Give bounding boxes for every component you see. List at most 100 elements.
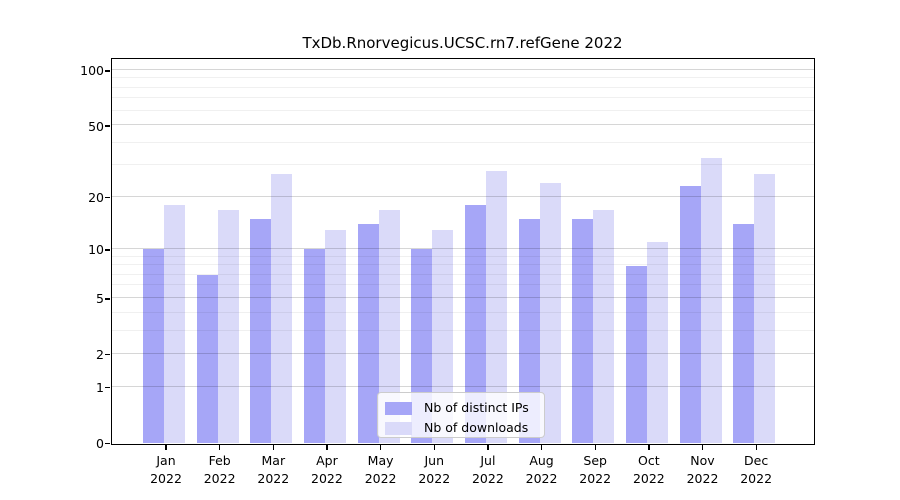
legend-swatch-distinct-ips	[385, 401, 412, 415]
bar-distinct-ips-may	[357, 224, 379, 443]
ytick-mark-0	[104, 442, 110, 445]
gridline-minor-90	[111, 77, 814, 79]
xtick-mark-sep	[594, 445, 596, 450]
bar-distinct-ips-apr	[303, 249, 325, 443]
xtick-label-dec: Dec 2022	[713, 452, 799, 487]
gridline-minor-3	[111, 329, 814, 331]
ytick-label-50: 50	[88, 118, 104, 134]
ytick-label-100: 100	[80, 63, 104, 79]
xtick-year: 2022	[418, 470, 451, 486]
xtick-month: Apr	[316, 453, 338, 468]
gridline-minor-7	[111, 273, 814, 275]
xtick-mark-aug	[540, 445, 543, 450]
xtick-mark-may	[380, 445, 382, 450]
xtick-label-sep: Sep 2022	[552, 452, 638, 487]
ytick-mark-20	[104, 197, 110, 199]
gridline-major-50	[111, 124, 814, 126]
xtick-mark-nov	[701, 445, 704, 450]
ytick-label-2: 2	[96, 347, 104, 363]
xtick-mark-jan	[165, 445, 167, 450]
gridline-major-100	[111, 68, 814, 70]
bar-downloads-jan	[164, 205, 185, 443]
bar-downloads-dec	[754, 173, 776, 443]
xtick-month: Sep	[583, 453, 607, 468]
xtick-year: 2022	[257, 470, 290, 486]
bar-distinct-ips-feb	[196, 275, 218, 443]
bar-downloads-nov	[700, 158, 722, 443]
xtick-month: Feb	[208, 453, 231, 468]
xtick-mark-oct	[648, 445, 650, 450]
gridline-minor-4	[111, 311, 814, 313]
gridline-minor-80	[111, 86, 814, 88]
xtick-year: 2022	[686, 470, 719, 486]
ytick-mark-5	[104, 298, 110, 300]
xtick-label-feb: Feb 2022	[177, 452, 263, 487]
xtick-mark-dec	[755, 445, 757, 450]
bar-distinct-ips-jan	[143, 249, 164, 443]
bar-downloads-apr	[324, 229, 346, 443]
xtick-label-may: May 2022	[338, 452, 424, 487]
xtick-mark-apr	[326, 445, 328, 450]
xtick-label-mar: Mar 2022	[230, 452, 316, 487]
bar-distinct-ips-nov	[679, 186, 701, 443]
xtick-month: Nov	[690, 453, 715, 468]
xtick-year: 2022	[203, 470, 236, 486]
bar-downloads-may	[378, 209, 400, 443]
xtick-year: 2022	[632, 470, 665, 486]
ytick-label-1: 1	[96, 380, 104, 396]
xtick-month: Jun	[424, 453, 445, 468]
ytick-label-5: 5	[96, 291, 104, 307]
bar-distinct-ips-sep	[572, 219, 594, 443]
bar-distinct-ips-mar	[250, 219, 272, 443]
bar-downloads-sep	[593, 209, 615, 443]
xtick-year: 2022	[364, 470, 397, 486]
xtick-month: Jan	[156, 453, 176, 468]
xtick-year: 2022	[471, 470, 504, 486]
ytick-mark-1	[104, 386, 110, 389]
gridline-major-2	[111, 352, 814, 354]
ytick-mark-2	[104, 354, 110, 356]
bar-downloads-jul	[485, 171, 507, 443]
xtick-month: Dec	[744, 453, 769, 468]
xtick-mark-jun	[433, 445, 435, 450]
bar-distinct-ips-aug	[518, 219, 540, 443]
xtick-mark-mar	[272, 445, 274, 450]
bar-downloads-feb	[217, 209, 239, 443]
xtick-label-aug: Aug 2022	[499, 452, 585, 487]
xtick-month: Mar	[261, 453, 286, 468]
xtick-year: 2022	[150, 470, 182, 486]
gridline-major-20	[111, 195, 814, 197]
xtick-year: 2022	[579, 470, 612, 486]
bar-downloads-jun	[432, 229, 454, 443]
xtick-month: May	[367, 453, 394, 468]
legend-swatch-downloads	[385, 421, 412, 435]
xtick-month: Aug	[529, 453, 554, 468]
xtick-year: 2022	[311, 470, 343, 486]
gridline-minor-8	[111, 264, 814, 266]
bar-downloads-aug	[539, 183, 561, 443]
legend-item-downloads: Nb of downloads	[378, 418, 544, 438]
bar-distinct-ips-oct	[625, 265, 647, 443]
bar-distinct-ips-dec	[733, 224, 755, 443]
ytick-mark-100	[104, 70, 110, 72]
gridline-minor-70	[111, 97, 814, 99]
xtick-year: 2022	[740, 470, 773, 486]
xtick-label-nov: Nov 2022	[660, 452, 746, 487]
xtick-mark-jul	[487, 445, 489, 450]
bar-downloads-oct	[646, 242, 668, 443]
ytick-label-20: 20	[88, 190, 104, 206]
chart-title: TxDb.Rnorvegicus.UCSC.rn7.refGene 2022	[302, 34, 623, 52]
bar-downloads-mar	[271, 173, 293, 443]
xtick-label-oct: Oct 2022	[606, 452, 692, 487]
ytick-mark-10	[104, 249, 110, 251]
gridline-minor-60	[111, 109, 814, 111]
gridline-minor-6	[111, 284, 814, 286]
gridline-minor-9	[111, 255, 814, 257]
xtick-year: 2022	[525, 470, 558, 486]
gridline-major-1	[111, 385, 814, 387]
xtick-label-jan: Jan 2022	[123, 452, 209, 487]
ytick-label-0: 0	[96, 436, 104, 451]
gridline-minor-30	[111, 164, 814, 166]
gridline-major-5	[111, 296, 814, 298]
